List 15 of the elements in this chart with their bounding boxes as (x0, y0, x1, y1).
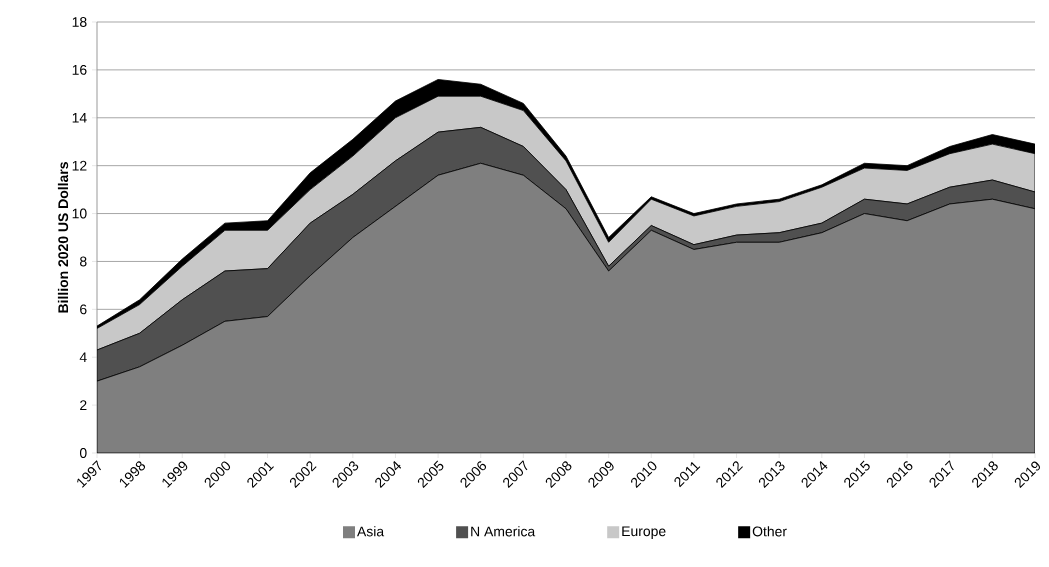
y-tick-label: 10 (72, 208, 87, 219)
y-axis-title: Billion 2020 US Dollars (57, 162, 69, 313)
legend-label: Europe (622, 526, 666, 539)
y-tick-label: 0 (79, 448, 87, 458)
legend-label: Other (752, 526, 787, 537)
y-tick-label: 14 (72, 112, 87, 123)
y-tick-label: 12 (72, 160, 87, 171)
legend-label: N America (471, 526, 536, 537)
y-tick-label: 18 (72, 17, 87, 27)
legend-label: Asia (357, 526, 385, 537)
y-tick-label: 6 (80, 304, 87, 315)
y-tick-label: 2 (80, 400, 87, 410)
y-tick-label: 8 (80, 256, 87, 267)
y-tick-label: 4 (79, 352, 87, 363)
y-tick-label: 16 (72, 64, 87, 75)
